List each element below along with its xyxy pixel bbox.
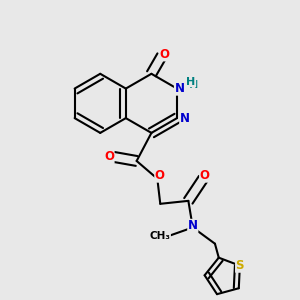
Text: O: O [200,169,210,182]
Text: N: N [180,112,190,124]
Text: N: N [175,82,184,95]
Text: S: S [236,259,244,272]
Text: N: N [188,219,198,232]
Text: O: O [160,48,170,61]
Text: CH₃: CH₃ [149,231,170,241]
Text: O: O [104,150,114,163]
Text: H: H [190,80,199,91]
Text: O: O [155,169,165,182]
Text: H: H [186,77,196,87]
